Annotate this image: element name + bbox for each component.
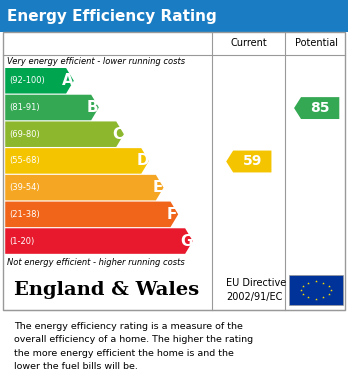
Text: The energy efficiency rating is a measure of the
overall efficiency of a home. T: The energy efficiency rating is a measur… xyxy=(14,322,253,371)
Text: Potential: Potential xyxy=(295,38,338,48)
Text: Current: Current xyxy=(230,38,267,48)
Bar xyxy=(3,32,345,310)
Text: D: D xyxy=(137,153,149,169)
Text: 59: 59 xyxy=(243,154,262,169)
Polygon shape xyxy=(5,95,99,120)
Polygon shape xyxy=(5,202,178,227)
Polygon shape xyxy=(5,148,149,174)
Bar xyxy=(0,0,348,32)
Text: (81-91): (81-91) xyxy=(10,103,40,112)
Text: F: F xyxy=(167,207,177,222)
Text: E: E xyxy=(152,180,163,195)
Text: (39-54): (39-54) xyxy=(10,183,40,192)
Text: England & Wales: England & Wales xyxy=(14,281,199,299)
Polygon shape xyxy=(5,122,124,147)
Text: (21-38): (21-38) xyxy=(10,210,40,219)
Text: Energy Efficiency Rating: Energy Efficiency Rating xyxy=(7,9,217,23)
Text: G: G xyxy=(181,233,193,249)
Text: 85: 85 xyxy=(310,101,330,115)
Text: EU Directive
2002/91/EC: EU Directive 2002/91/EC xyxy=(226,278,286,301)
Text: (69-80): (69-80) xyxy=(10,130,40,139)
Polygon shape xyxy=(226,151,271,172)
Text: B: B xyxy=(87,100,99,115)
Bar xyxy=(289,275,343,305)
Polygon shape xyxy=(5,228,193,254)
Text: C: C xyxy=(112,127,124,142)
Text: (55-68): (55-68) xyxy=(10,156,40,165)
Polygon shape xyxy=(294,97,339,119)
Text: (92-100): (92-100) xyxy=(10,76,46,85)
Polygon shape xyxy=(5,68,74,93)
Text: Very energy efficient - lower running costs: Very energy efficient - lower running co… xyxy=(7,57,185,66)
Polygon shape xyxy=(5,175,164,201)
Text: (1-20): (1-20) xyxy=(10,237,35,246)
Text: A: A xyxy=(62,73,74,88)
Text: Not energy efficient - higher running costs: Not energy efficient - higher running co… xyxy=(7,258,185,267)
